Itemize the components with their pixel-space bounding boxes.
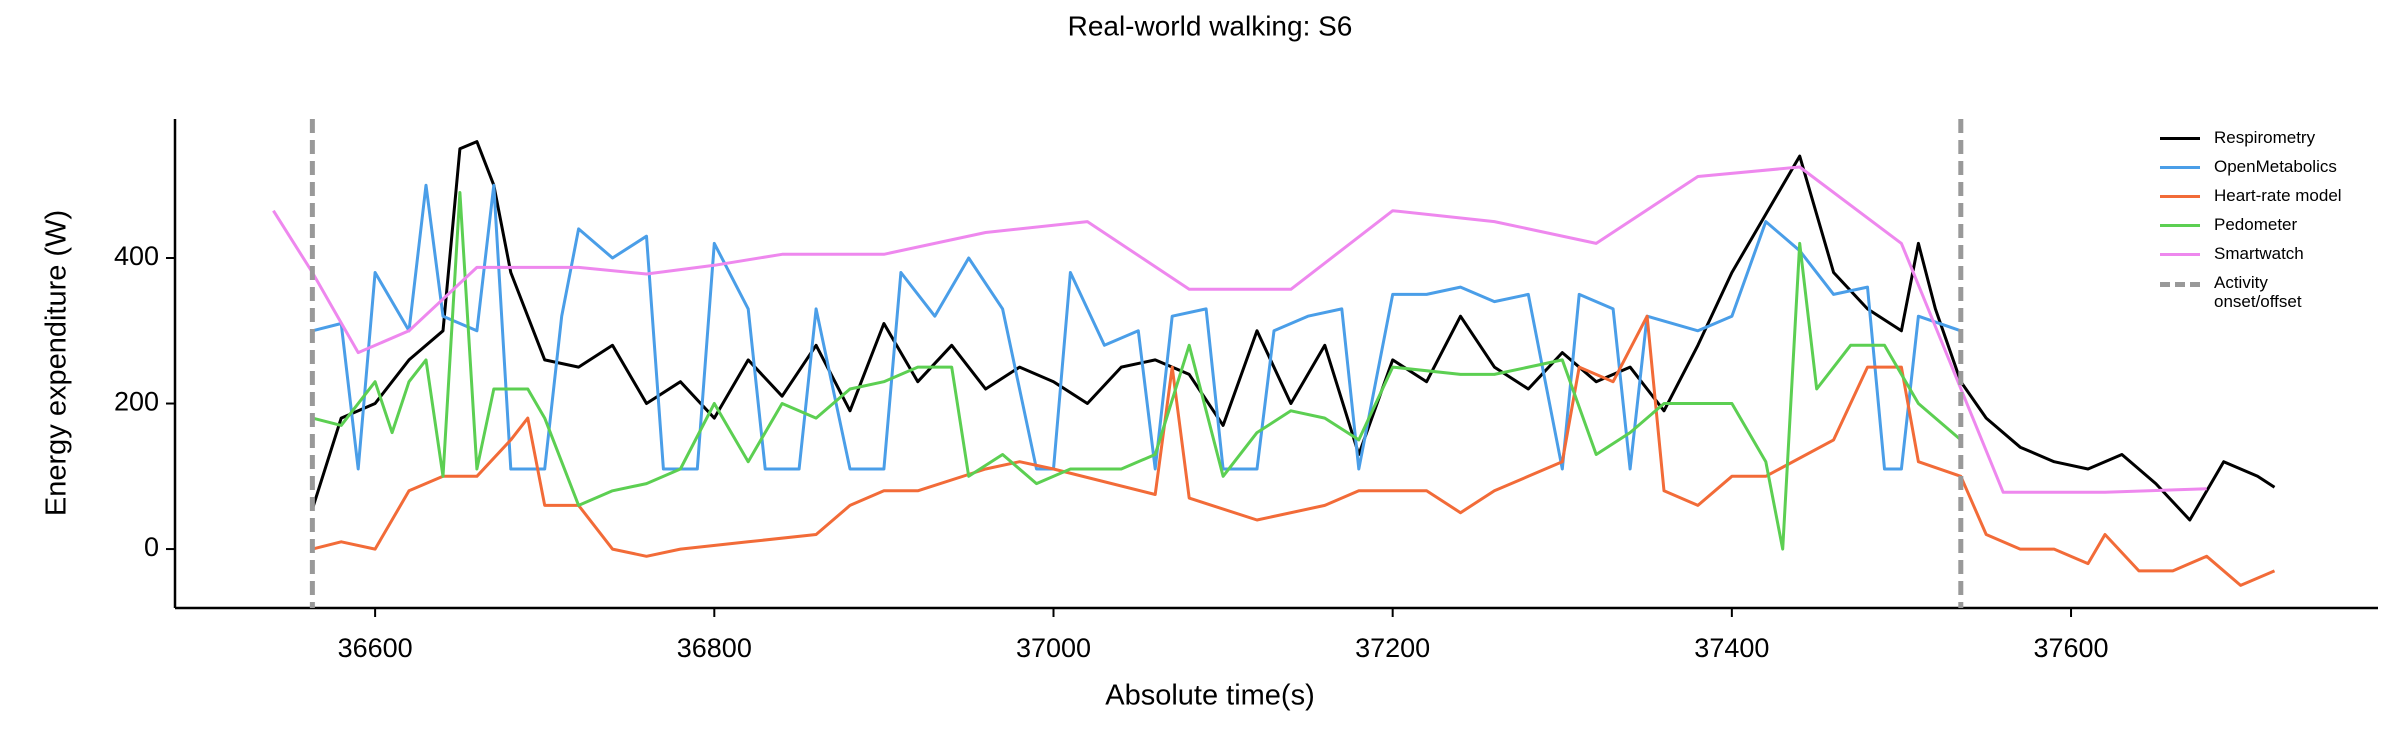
legend-entry: Respirometry [2160,128,2342,147]
legend-label: Smartwatch [2214,244,2304,263]
y-tick-label: 0 [144,532,159,562]
legend-swatch [2160,253,2200,256]
series-line [312,183,1962,471]
legend-label: Activity onset/offset [2214,273,2302,311]
legend-entry: Activity onset/offset [2160,273,2342,311]
y-axis-label: Energy expenditure (W) [41,210,73,516]
chart-title: Real-world walking: S6 [1068,10,1353,41]
legend-label: Respirometry [2214,128,2316,147]
x-axis-label: Absolute time(s) [1105,680,1315,712]
legend-swatch [2160,137,2200,140]
legend-entry: Pedometer [2160,215,2342,234]
legend-label: Heart-rate model [2214,186,2342,205]
legend-swatch [2160,282,2200,287]
legend: Respirometry OpenMetabolics Heart-rate mod… [2160,128,2342,321]
series-line [312,314,2276,587]
legend-entry: Heart-rate model [2160,186,2342,205]
y-tick-label: 400 [114,241,159,271]
series-line [272,165,2207,494]
legend-label: Pedometer [2214,215,2298,234]
x-tick-label: 37000 [1016,633,1091,663]
legend-swatch [2160,195,2200,198]
x-tick-label: 37600 [2033,633,2108,663]
x-tick-label: 36800 [677,633,752,663]
y-tick-label: 200 [114,387,159,417]
series-line [312,191,1962,551]
x-tick-label: 36600 [338,633,413,663]
legend-entry: Smartwatch [2160,244,2342,263]
legend-swatch [2160,224,2200,227]
legend-entry: OpenMetabolics [2160,157,2342,176]
x-tick-label: 37400 [1694,633,1769,663]
x-tick-label: 37200 [1355,633,1430,663]
series-line [310,140,2276,522]
legend-label: OpenMetabolics [2214,157,2337,176]
legend-swatch [2160,166,2200,169]
